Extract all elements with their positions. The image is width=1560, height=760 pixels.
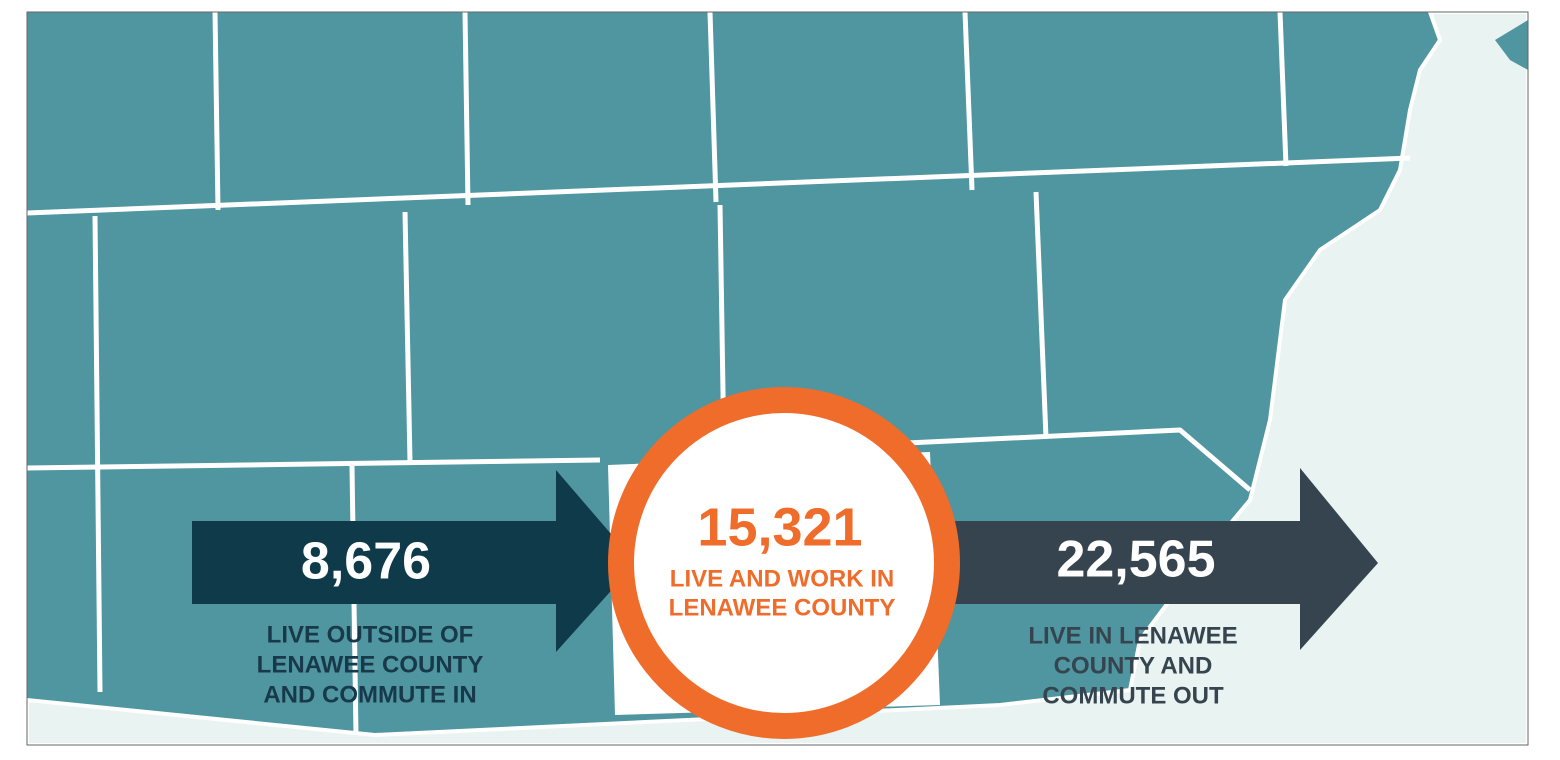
commute-out-label: LIVE IN LENAWEE: [1028, 622, 1237, 649]
commute-in-label: LIVE OUTSIDE OF: [267, 621, 474, 648]
commute-in-label: LENAWEE COUNTY: [257, 651, 484, 678]
commute-out-number: 22,565: [1056, 531, 1215, 589]
commute-in-label: AND COMMUTE IN: [263, 681, 476, 708]
live-work-number: 15,321: [697, 497, 862, 557]
arrow-out: [940, 468, 1378, 650]
arrow-in: [192, 470, 636, 652]
commute-out-label: COMMUTE OUT: [1042, 682, 1224, 709]
commute-in-number: 8,676: [301, 533, 431, 591]
live-work-label: LIVE AND WORK IN: [670, 565, 894, 592]
island: [1495, 20, 1528, 70]
frame: [26, 11, 1529, 746]
outside-region: [27, 12, 1528, 745]
center-ring: [608, 387, 960, 739]
commute-out-label: COUNTY AND: [1054, 652, 1213, 679]
live-work-label: LENAWEE COUNTY: [669, 594, 896, 621]
